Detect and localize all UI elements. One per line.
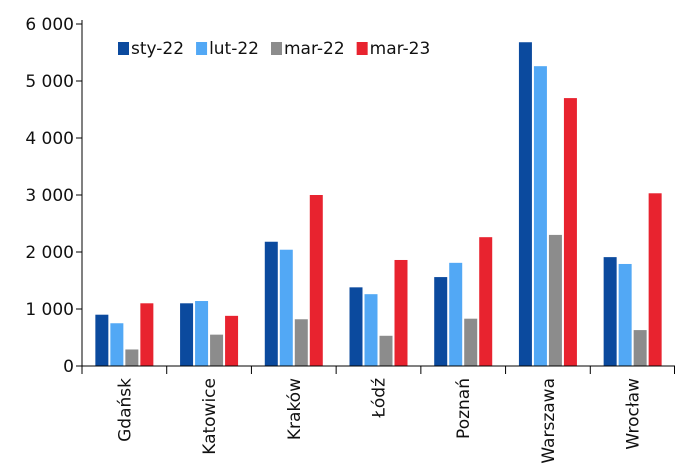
y-tick-label: 6 000: [25, 15, 74, 35]
bar-lut-22: [533, 66, 547, 367]
y-tick-label: 0: [63, 357, 74, 377]
legend-label: lut-22: [209, 39, 259, 59]
bar-lut-22: [279, 249, 293, 366]
legend-swatch: [118, 42, 129, 55]
bar-mar-22: [125, 349, 139, 366]
x-category-label: Wrocław: [624, 378, 644, 450]
bar-lut-22: [449, 262, 463, 366]
x-category-label: Warszawa: [539, 378, 559, 464]
bar-mar-22: [633, 330, 647, 366]
x-category-label: Katowice: [200, 378, 220, 455]
bar-mar-22: [548, 234, 562, 366]
bars-group: [95, 42, 662, 367]
y-tick-label: 2 000: [25, 243, 74, 263]
legend-swatch: [196, 42, 208, 55]
x-axis: Gdańsk Katowice Kraków Łódź Poznań Warszawa Wr…: [81, 365, 675, 464]
y-tick-label: 1 000: [25, 300, 74, 320]
bar-mar-22: [294, 319, 308, 366]
legend-swatch: [356, 42, 368, 55]
legend: sty-22 lut-22 mar-22 mar-23: [118, 39, 430, 59]
bar-mar-22: [464, 318, 478, 366]
legend-label: mar-23: [370, 39, 431, 59]
y-tick-label: 5 000: [25, 72, 74, 92]
bar-lut-22: [110, 323, 124, 366]
bar-mar-23: [140, 303, 154, 366]
bar-mar-22: [210, 334, 224, 366]
bar-sty-22: [603, 257, 617, 366]
bar-sty-22: [349, 287, 363, 366]
bar-sty-22: [264, 241, 278, 366]
x-category-label: Poznań: [454, 378, 474, 439]
bar-mar-23: [309, 195, 323, 366]
bar-sty-22: [518, 42, 532, 367]
bar-sty-22: [180, 303, 194, 366]
bar-sty-22: [434, 277, 448, 366]
bar-lut-22: [195, 301, 209, 366]
y-axis: 0 1 000 2 000 3 000 4 000 5 000 6 000: [25, 15, 83, 377]
x-category-label: Kraków: [285, 378, 305, 440]
bar-lut-22: [618, 263, 632, 366]
bar-mar-22: [379, 335, 393, 366]
bar-mar-23: [648, 193, 662, 366]
bar-mar-23: [394, 259, 408, 366]
legend-label: sty-22: [131, 39, 184, 59]
legend-label: mar-22: [284, 39, 345, 59]
bar-lut-22: [364, 294, 378, 366]
bar-mar-23: [563, 98, 577, 366]
bar-mar-23: [479, 237, 493, 366]
x-category-label: Gdańsk: [115, 378, 135, 442]
bar-mar-23: [225, 315, 239, 366]
x-category-label: Łódź: [370, 378, 390, 419]
y-tick-label: 4 000: [25, 129, 74, 149]
y-tick-label: 3 000: [25, 186, 74, 206]
bar-sty-22: [95, 314, 109, 366]
legend-swatch: [271, 42, 282, 55]
